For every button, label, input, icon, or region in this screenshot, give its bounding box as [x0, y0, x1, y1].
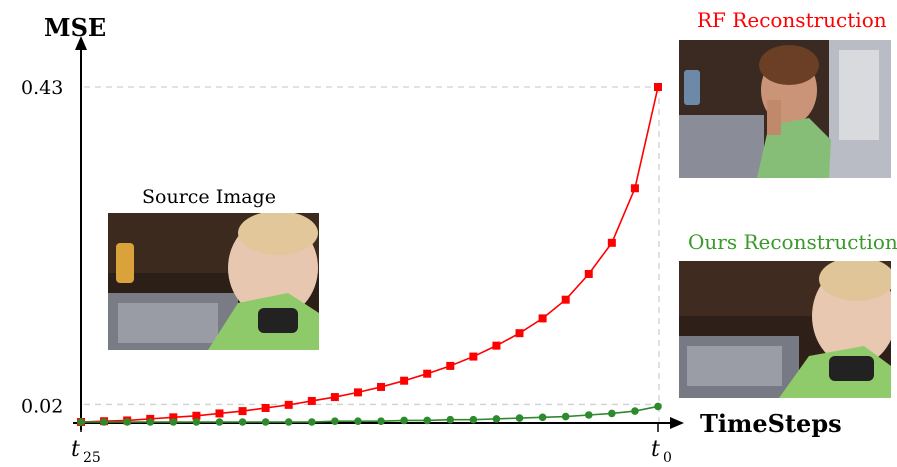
data-point: [515, 414, 524, 422]
data-point: [631, 407, 639, 415]
y-tick-label: 0.43: [21, 77, 63, 99]
x-tick-label: t: [71, 437, 80, 462]
y-axis-arrow: [75, 36, 87, 50]
data-point: [492, 341, 501, 350]
data-point: [146, 418, 155, 426]
data-point: [123, 418, 131, 426]
x-axis-arrow: [670, 417, 684, 429]
data-point: [423, 416, 432, 425]
series-layer: [77, 83, 662, 426]
data-point: [284, 400, 293, 409]
data-point: [354, 417, 362, 426]
data-point: [377, 382, 386, 391]
data-point: [469, 415, 478, 424]
data-point: [400, 416, 408, 425]
ours-image-caption: Ours Reconstruction: [688, 230, 897, 254]
data-point: [192, 418, 201, 426]
data-point: [100, 418, 108, 426]
data-point: [538, 314, 547, 323]
data-point: [377, 417, 385, 426]
data-point: [238, 407, 247, 416]
data-point: [400, 376, 409, 385]
data-point: [654, 83, 662, 91]
data-point: [492, 415, 501, 423]
x-tick-label-subscript: 0: [663, 450, 672, 466]
data-point: [192, 411, 201, 420]
data-point: [607, 238, 616, 247]
series-line: [81, 405, 659, 423]
rf-image-caption: RF Reconstruction: [697, 8, 887, 32]
data-point: [608, 409, 616, 418]
rf-photo-graphic: [679, 40, 891, 178]
data-point: [538, 413, 547, 422]
data-point: [169, 418, 178, 426]
data-point: [353, 388, 362, 397]
data-point: [654, 402, 662, 411]
x-tick-label-subscript: 25: [83, 450, 101, 466]
data-point: [77, 418, 85, 426]
data-point: [284, 418, 293, 426]
data-point: [423, 369, 432, 378]
data-point: [331, 417, 339, 426]
rf-reconstruction-image: [679, 40, 891, 178]
data-point: [215, 418, 224, 426]
y-axis-label: MSE: [44, 13, 106, 42]
data-point: [561, 412, 570, 421]
guide-lines: [84, 86, 665, 422]
data-point: [215, 409, 224, 418]
source-image: [108, 213, 319, 350]
data-point: [261, 403, 270, 412]
data-point: [261, 418, 270, 426]
data-point: [446, 415, 455, 424]
ours-photo-graphic: [679, 261, 891, 398]
data-point: [469, 352, 478, 361]
x-axis-label: TimeSteps: [700, 409, 842, 438]
data-point: [515, 329, 524, 338]
data-point: [584, 269, 593, 278]
data-point: [307, 396, 316, 405]
source-photo-graphic: [108, 213, 319, 350]
data-point: [238, 418, 247, 426]
data-point: [308, 418, 316, 426]
source-image-caption: Source Image: [142, 186, 276, 208]
data-point: [330, 393, 339, 402]
data-point: [446, 361, 455, 370]
series-ours: [77, 402, 662, 426]
data-point: [630, 184, 639, 193]
data-point: [584, 411, 593, 419]
y-tick-label: 0.02: [21, 395, 63, 417]
ours-reconstruction-image: [679, 261, 891, 398]
data-point: [561, 295, 570, 304]
data-point: [169, 413, 178, 422]
x-tick-label: t: [651, 437, 660, 462]
